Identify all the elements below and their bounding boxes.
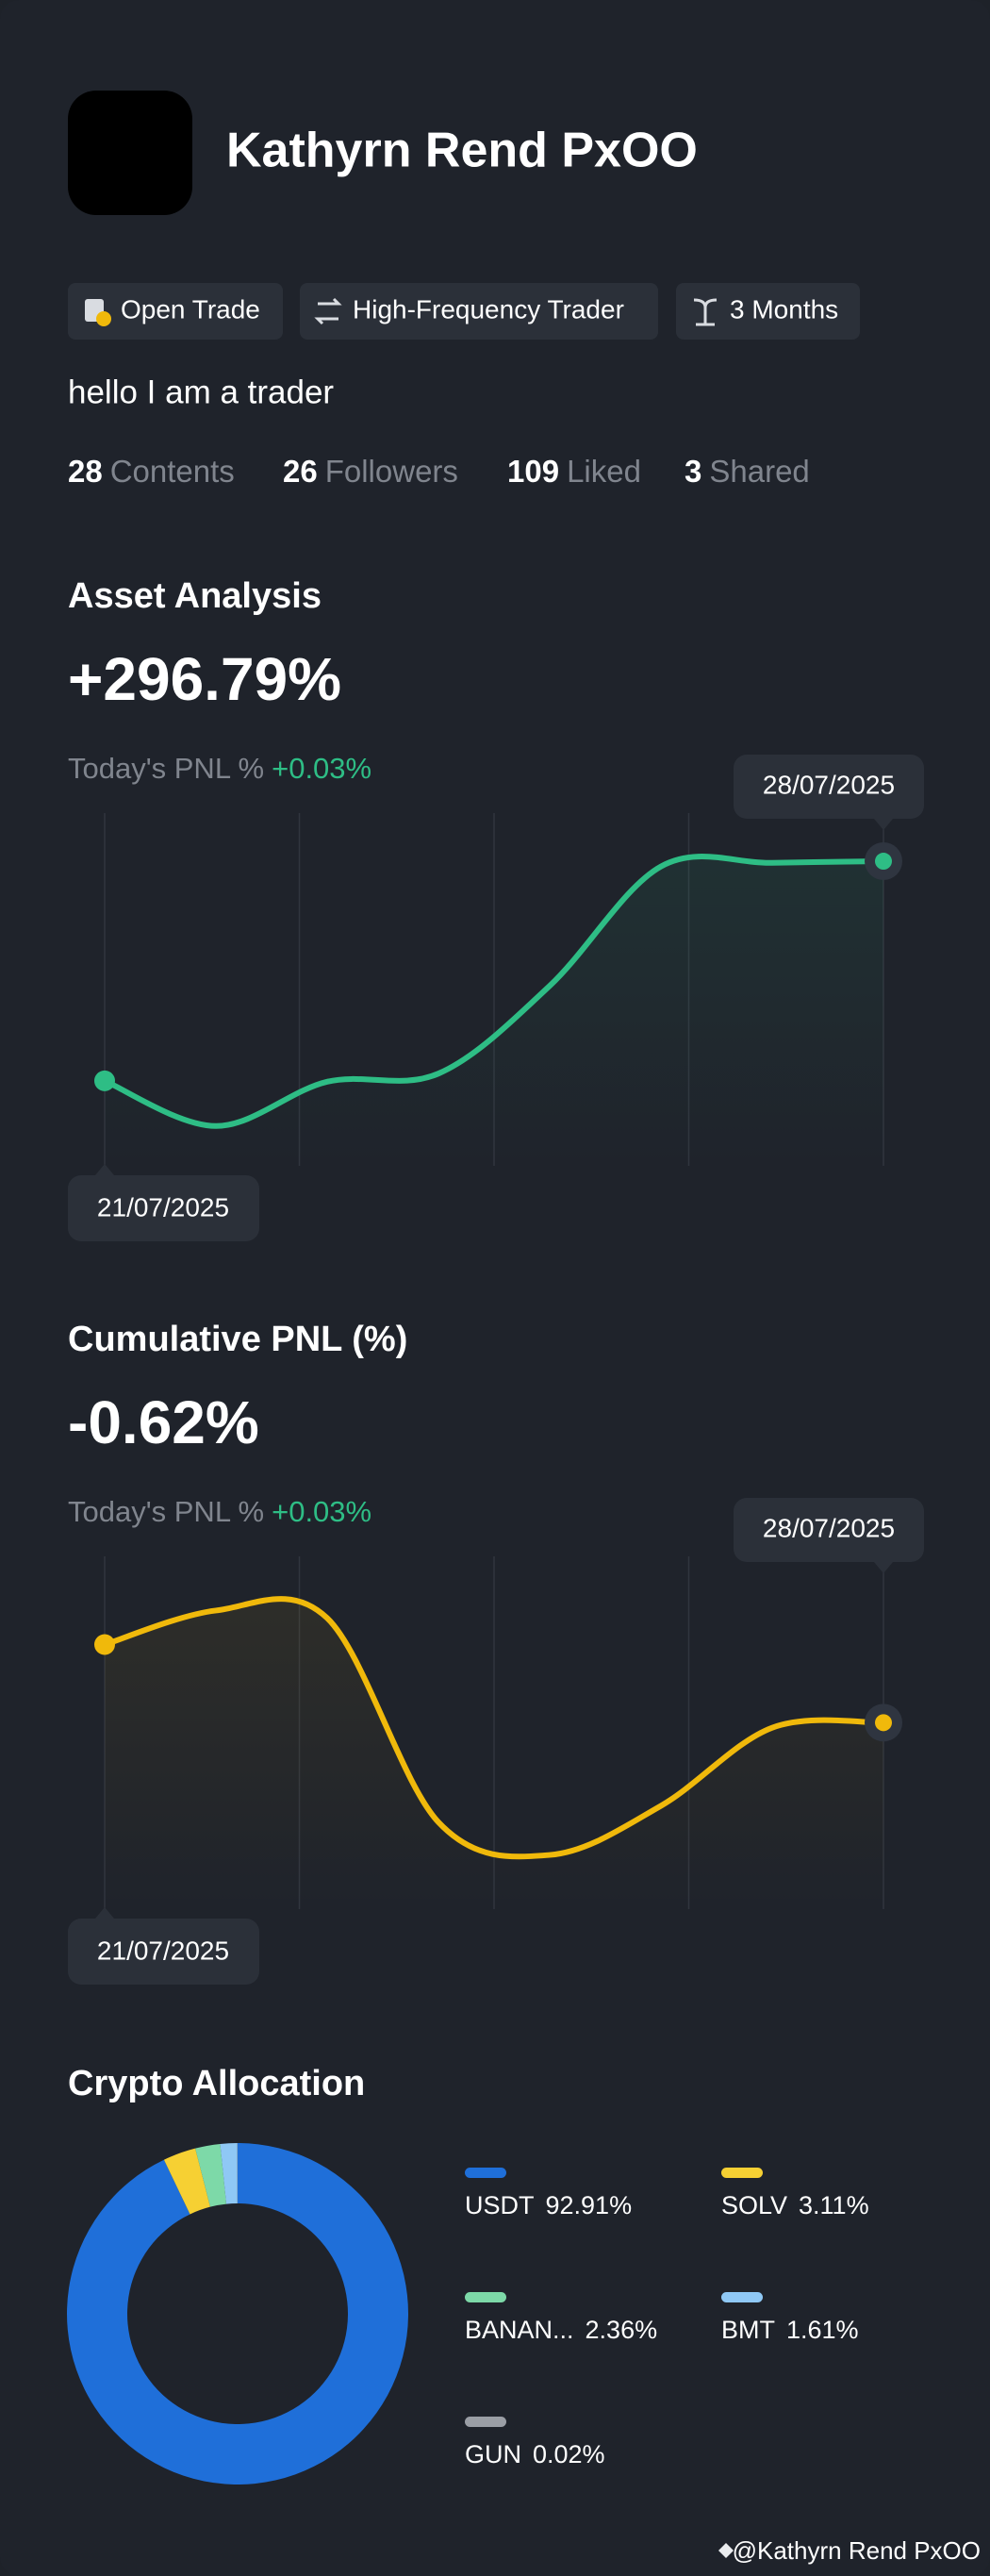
stat-label: Liked: [567, 454, 641, 489]
stat-value: 3: [685, 454, 701, 489]
legend-name: BMT: [721, 2316, 775, 2344]
stat-label: Contents: [110, 454, 235, 489]
today-pnl: Today's PNL % +0.03%: [68, 1495, 371, 1528]
legend-label: USDT 92.91%: [465, 2191, 632, 2219]
tag-icon: [314, 297, 342, 325]
bio: hello I am a trader: [68, 374, 334, 410]
tag: [68, 283, 283, 340]
tag-text: 3 Months: [730, 294, 838, 324]
today-pnl: Today's PNL % +0.03%: [68, 752, 371, 785]
footer-logo: [718, 2543, 734, 2558]
tooltip-pointer: [874, 1562, 893, 1573]
stat: 26 Followers: [283, 454, 458, 489]
today-value: +0.03%: [272, 1495, 371, 1528]
pie-slice: [163, 2148, 210, 2215]
chart-title: Crypto Allocation: [68, 2064, 365, 2103]
pie-slice: [195, 2143, 227, 2207]
stats: 28 Contents 26 Followers 109 Liked 3 Shared: [68, 454, 810, 489]
chart-title: Asset Analysis: [68, 576, 322, 616]
start-point: [94, 1070, 115, 1091]
chart-title: Cumulative PNL (%): [68, 1320, 407, 1359]
legend-value: 1.61%: [786, 2316, 859, 2344]
legend-swatch: [465, 2417, 506, 2427]
user-name: Kathyrn Rend PxOO: [226, 124, 698, 178]
legend-name: SOLV: [721, 2191, 787, 2219]
stat: 28 Contents: [68, 454, 235, 489]
legend-label: SOLV 3.11%: [721, 2191, 869, 2219]
stat-value: 109: [507, 454, 559, 489]
tooltip: [68, 1919, 259, 1985]
line: [102, 1596, 886, 1860]
today-label: Today's PNL %: [68, 1495, 264, 1528]
tooltip-pointer: [95, 1907, 114, 1919]
stat-value: 28: [68, 454, 103, 489]
area: [105, 856, 883, 1166]
start-point: [94, 1634, 115, 1655]
pie-slice: [67, 2142, 409, 2485]
tooltip: [734, 1498, 924, 1562]
legend-name: USDT: [465, 2191, 535, 2219]
tag-text: High-Frequency Trader: [353, 294, 624, 324]
avatar[interactable]: [68, 91, 192, 215]
legend-value: 3.11%: [799, 2191, 869, 2219]
pie-slice: [220, 2143, 238, 2204]
legend-value: 0.02%: [533, 2440, 605, 2468]
stat: 3 Shared: [685, 454, 810, 489]
headline: -0.62%: [68, 1388, 259, 1456]
legend-swatch: [721, 2292, 763, 2302]
stat: 109 Liked: [507, 454, 641, 489]
tooltip: [734, 755, 924, 819]
tag: [676, 283, 860, 340]
legend-swatch: [465, 2292, 506, 2302]
area: [105, 1599, 883, 1909]
tooltip-date: 28/07/2025: [763, 770, 895, 799]
legend-label: GUN 0.02%: [465, 2440, 605, 2468]
today-value: +0.03%: [272, 752, 371, 785]
footer: @Kathyrn Rend PxOO: [733, 2536, 981, 2565]
legend-name: GUN: [465, 2440, 521, 2468]
tag-icon: [693, 298, 718, 326]
tag-text: Open Trade: [121, 294, 260, 324]
end-point: [875, 853, 892, 871]
legend-value: 2.36%: [586, 2316, 658, 2344]
headline: +296.79%: [68, 645, 341, 713]
tooltip-date: 21/07/2025: [97, 1192, 229, 1222]
today-label: Today's PNL %: [68, 752, 264, 785]
stat-label: Shared: [709, 454, 809, 489]
tooltip-date: 21/07/2025: [97, 1936, 229, 1965]
legend-swatch: [721, 2168, 763, 2178]
tag: [300, 283, 658, 340]
legend-label: BMT 1.61%: [721, 2316, 859, 2344]
stat-value: 26: [283, 454, 318, 489]
tooltip: [68, 1175, 259, 1241]
legend-value: 92.91%: [546, 2191, 633, 2219]
stat-label: Followers: [325, 454, 458, 489]
line: [102, 854, 886, 1129]
tooltip-pointer: [95, 1164, 114, 1175]
legend-label: BANAN... 2.36%: [465, 2316, 657, 2344]
tooltip-date: 28/07/2025: [763, 1513, 895, 1542]
tag-icon: [96, 311, 111, 326]
legend-swatch: [465, 2168, 506, 2178]
legend-name: BANAN...: [465, 2316, 574, 2344]
end-point: [875, 1714, 892, 1732]
tooltip-pointer: [874, 819, 893, 830]
